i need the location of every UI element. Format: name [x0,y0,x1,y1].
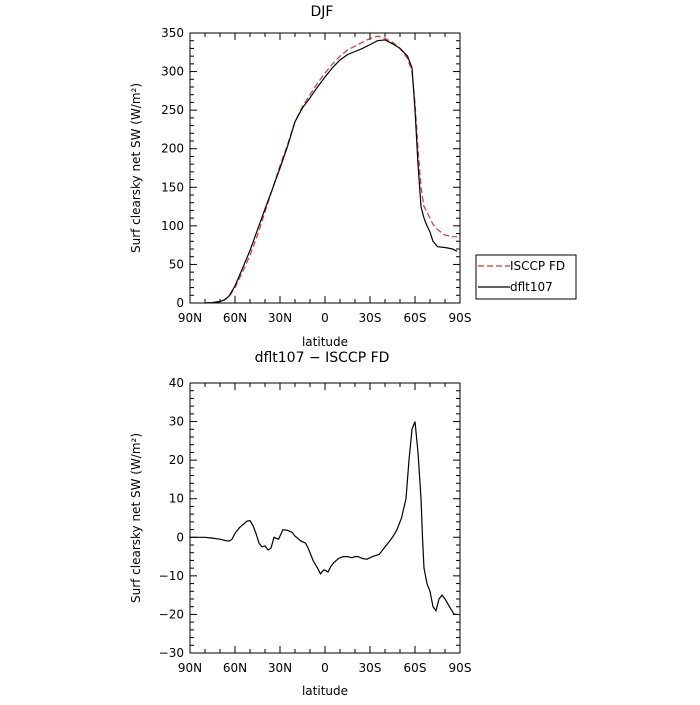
y-tick-labels: −30 −20 −10 0 10 20 30 40 [159,376,184,660]
x-tick-label: 90N [178,311,202,325]
y-tick-label: 250 [161,103,184,117]
legend-box [475,254,577,300]
x-tick-label: 60S [404,661,427,675]
x-tick-label: 90S [449,661,472,675]
chart-title: DJF [311,4,334,20]
x-tick-label: 0 [321,661,329,675]
x-tick-label: 90N [178,661,202,675]
y-tick-label: 50 [169,257,184,271]
series-line-isccp-fd [204,35,457,304]
x-tick-label: 90S [449,311,472,325]
y-tick-label: 350 [161,26,184,40]
legend: ISCCP FD dflt107 [475,254,577,300]
x-tick-labels: 90N 60N 30N 0 30S 60S 90S [178,311,472,325]
y-tick-label: 200 [161,142,184,156]
series-line-dflt107 [204,39,458,304]
x-axis-label: latitude [302,684,348,698]
y-tick-label: 0 [176,296,184,310]
y-tick-label: −20 [159,607,184,621]
x-tick-label: 30S [359,661,382,675]
x-axis-label: latitude [302,335,348,349]
legend-entry-isccp: ISCCP FD [510,259,565,273]
chart-title: dflt107 − ISCCP FD [255,350,390,366]
x-tick-label: 0 [321,311,329,325]
x-tick-label: 30N [268,311,292,325]
y-tick-labels: 0 50 100 150 200 250 300 350 [161,26,184,310]
y-tick-label: 20 [169,453,184,467]
y-tick-label: 40 [169,376,184,390]
x-tick-label: 60S [404,311,427,325]
x-tick-label: 60N [223,311,247,325]
y-tick-label: 0 [176,530,184,544]
x-tick-labels: 90N 60N 30N 0 30S 60S 90S [178,661,472,675]
y-tick-label: 300 [161,65,184,79]
y-tick-label: 30 [169,415,184,429]
y-axis-label: Surf clearsky net SW (W/m²) [129,433,143,603]
y-tick-label: −10 [159,569,184,583]
y-tick-label: −30 [159,646,184,660]
plot-frame [189,32,461,304]
y-tick-label: 100 [161,219,184,233]
y-tick-label: 150 [161,180,184,194]
series-lines [189,32,461,304]
legend-entry-dflt107: dflt107 [510,280,553,294]
series-lines [189,382,461,654]
y-tick-label: 10 [169,492,184,506]
plot-frame [189,382,461,654]
y-axis-label: Surf clearsky net SW (W/m²) [129,83,143,253]
series-line-difference [190,421,457,616]
djf-chart: DJF 90N 60N 30N 0 30S 60S 90S 0 50 100 150 200 250 3… [129,4,577,349]
x-tick-label: 30N [268,661,292,675]
x-tick-label: 60N [223,661,247,675]
x-tick-label: 30S [359,311,382,325]
difference-chart: dflt107 − ISCCP FD 90N 60N 30N 0 30S 60S 90S −… [129,350,471,698]
